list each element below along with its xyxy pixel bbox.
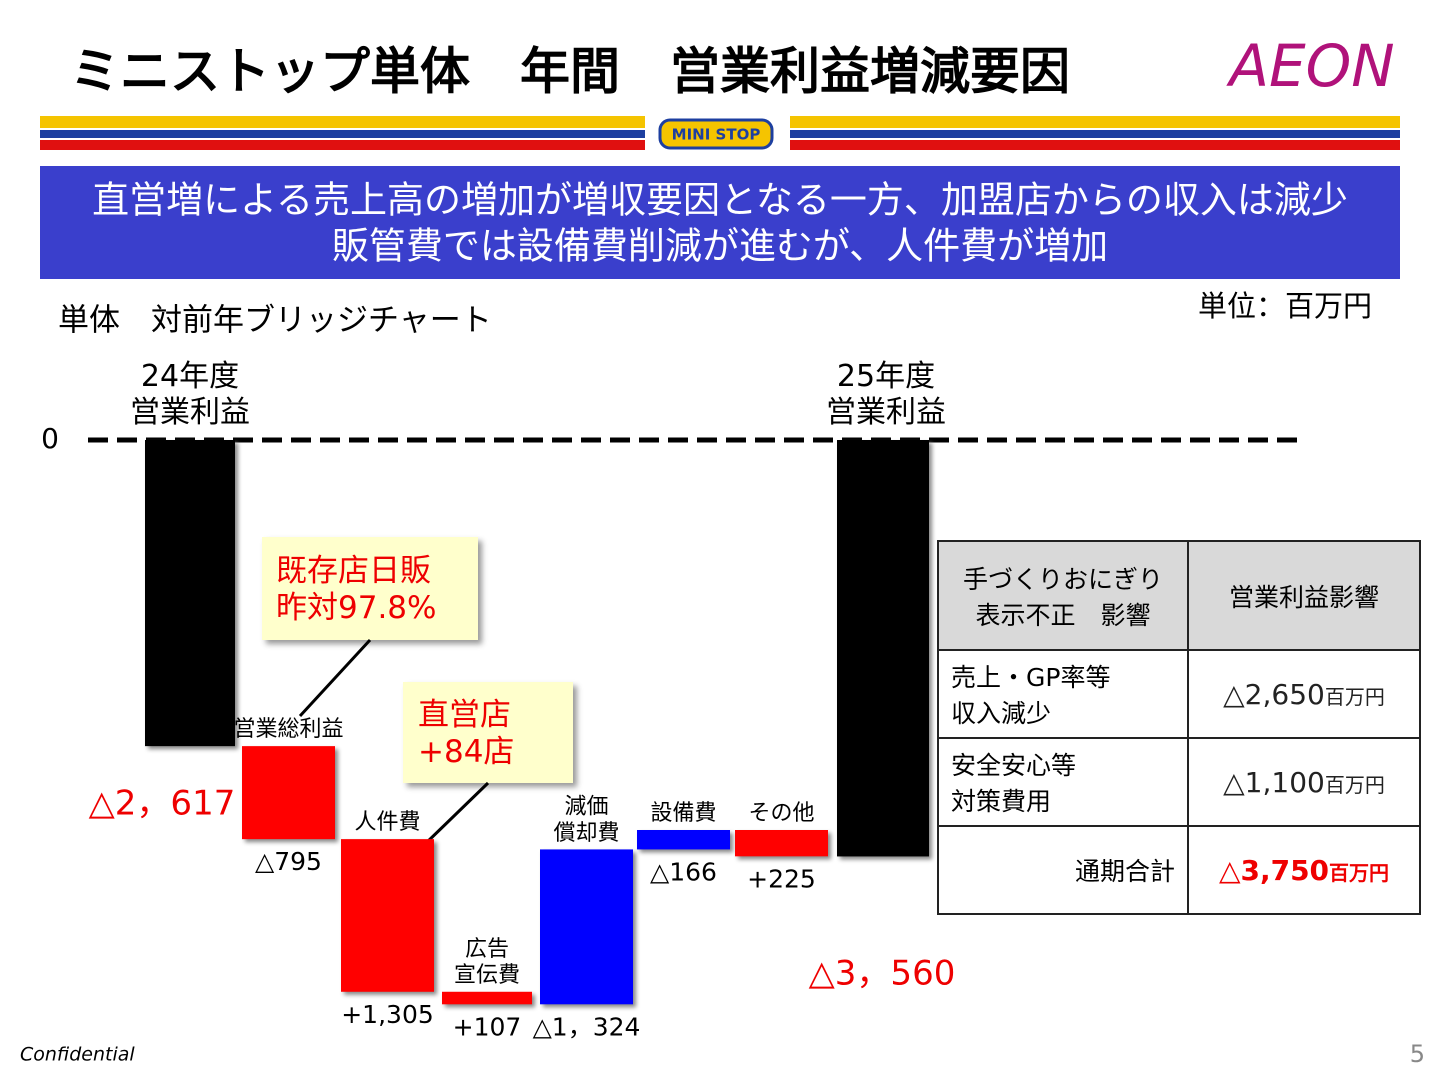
bar bbox=[442, 991, 532, 1005]
category-label: 減価償却費 bbox=[553, 794, 619, 845]
impact-table: 手づくりおにぎり 表示不正 影響 営業利益影響 売上・GP率等 収入減少 △2,650… bbox=[937, 540, 1421, 915]
unit: 百万円 bbox=[1324, 772, 1385, 797]
callout-text: 直営店+84店 bbox=[418, 697, 514, 770]
value-label: △1，324 bbox=[533, 1012, 641, 1041]
value-label: +107 bbox=[453, 1012, 522, 1041]
row-label: 売上・GP率等 収入減少 bbox=[937, 649, 1189, 739]
confidential: Confidential bbox=[20, 1044, 135, 1066]
unit: 百万円 bbox=[1324, 684, 1385, 709]
row: 通期合計 △3,750百万円 bbox=[937, 825, 1421, 915]
y-tick-label: 0 bbox=[41, 422, 59, 455]
bar bbox=[837, 440, 929, 857]
value-label: △3，560 bbox=[809, 954, 956, 994]
category-label: 人件費 bbox=[354, 810, 420, 835]
row-label: 安全安心等 対策費用 bbox=[937, 737, 1189, 827]
callout-text: 既存店日販昨対97.8% bbox=[276, 553, 436, 626]
header-cell: 営業利益影響 bbox=[1187, 540, 1421, 651]
badge bbox=[658, 118, 774, 150]
value-label: +225 bbox=[747, 864, 816, 893]
bar bbox=[637, 830, 730, 850]
row-value: △2,650百万円 bbox=[1187, 649, 1421, 739]
unit: 百万円 bbox=[1329, 860, 1390, 885]
category-label: 営業総利益 bbox=[233, 717, 343, 742]
value-label: +1,305 bbox=[341, 1000, 434, 1029]
category-label: 24年度営業利益 bbox=[130, 359, 250, 430]
banner-line: 販管費では設備費削減が進むが、人件費が増加 bbox=[332, 225, 1108, 268]
bar bbox=[341, 839, 434, 992]
bar bbox=[145, 440, 235, 747]
banner bbox=[40, 166, 1400, 279]
category-label: 25年度営業利益 bbox=[826, 359, 946, 430]
category-label: その他 bbox=[748, 801, 814, 826]
badge-text: MINI STOP bbox=[672, 126, 761, 144]
value-label: △2，617 bbox=[89, 784, 236, 824]
header-row: 手づくりおにぎり 表示不正 影響 営業利益影響 bbox=[937, 540, 1421, 651]
bar bbox=[242, 746, 335, 840]
amount: △3,750 bbox=[1218, 853, 1330, 887]
category-label: 広告宣伝費 bbox=[454, 937, 520, 988]
leader bbox=[298, 638, 372, 718]
banner-line: 直営増による売上高の増加が増収要因となる一方、加盟店からの収入は減少 bbox=[92, 179, 1348, 222]
category-label: 設備費 bbox=[650, 801, 716, 826]
row-label: 通期合計 bbox=[937, 825, 1189, 915]
callout bbox=[403, 682, 573, 783]
value-label: △166 bbox=[650, 857, 717, 886]
page-number: 5 bbox=[1410, 1040, 1425, 1068]
row: 安全安心等 対策費用 △1,100百万円 bbox=[937, 737, 1421, 827]
title: ミニストップ単体 年間 営業利益増減要因 bbox=[70, 43, 1070, 101]
logo: AEON bbox=[1225, 32, 1394, 100]
value-label: △795 bbox=[255, 847, 322, 876]
bar bbox=[735, 830, 828, 857]
callout bbox=[262, 537, 478, 640]
header-cell: 手づくりおにぎり 表示不正 影響 bbox=[937, 540, 1189, 651]
unit-label: 単位：百万円 bbox=[1198, 289, 1372, 323]
row-value: △1,100百万円 bbox=[1187, 737, 1421, 827]
bar bbox=[540, 849, 633, 1005]
amount: △2,650 bbox=[1223, 677, 1325, 711]
row: 売上・GP率等 収入減少 △2,650百万円 bbox=[937, 649, 1421, 739]
chart-subtitle: 単体 対前年ブリッジチャート bbox=[58, 303, 492, 339]
row-value: △3,750百万円 bbox=[1187, 825, 1421, 915]
amount: △1,100 bbox=[1223, 765, 1325, 799]
